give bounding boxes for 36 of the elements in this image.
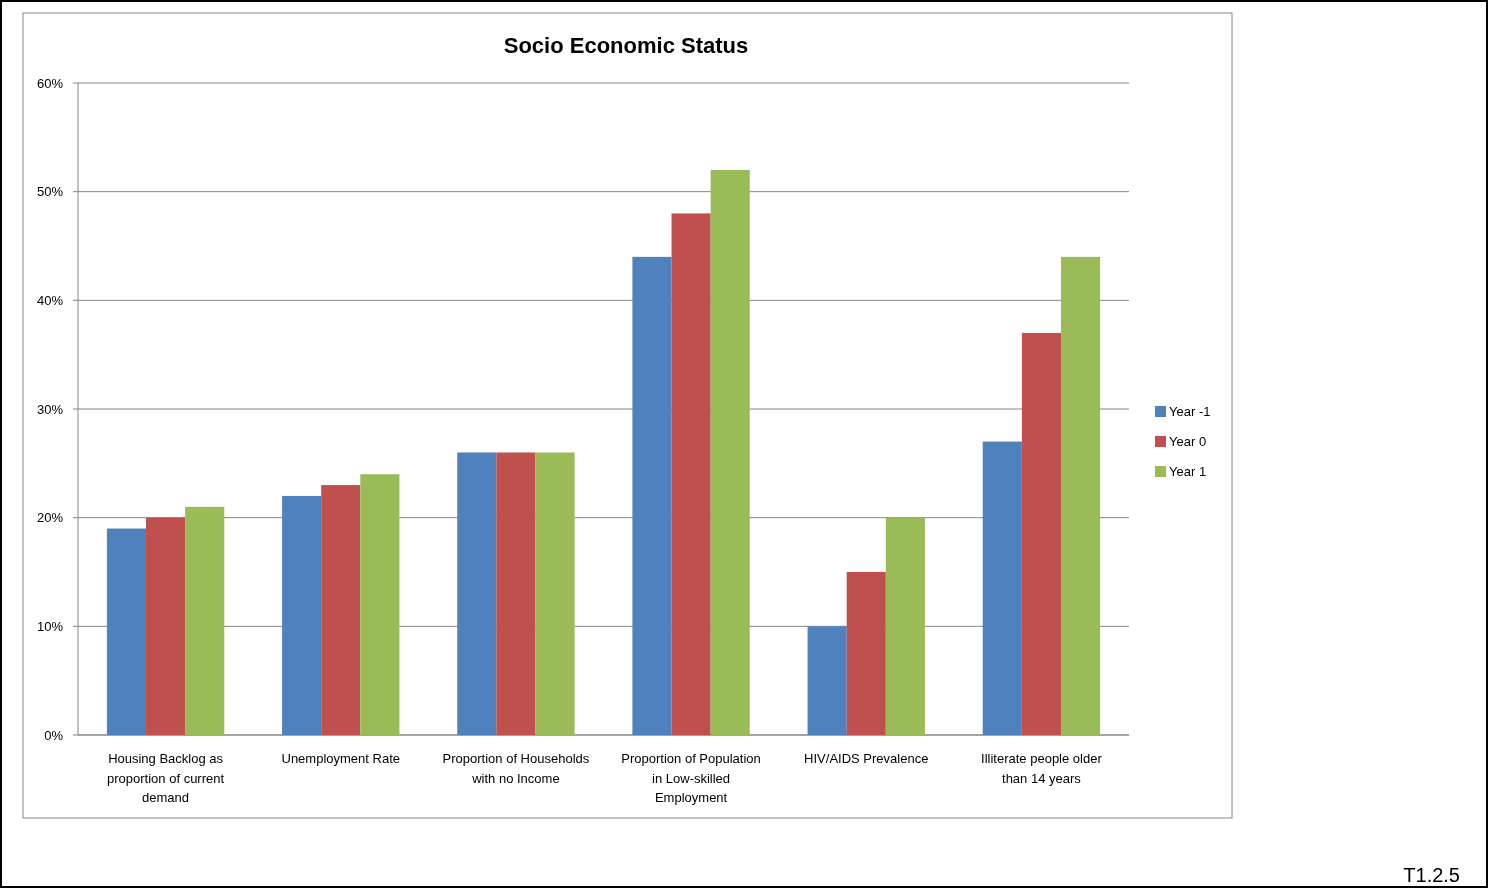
y-tick-label: 20% bbox=[36, 510, 64, 526]
bar bbox=[321, 485, 361, 735]
x-tick-label: Proportion of Households with no Income bbox=[442, 751, 590, 786]
y-tick-label: 0% bbox=[44, 727, 64, 743]
bar bbox=[146, 517, 186, 735]
x-tick-label: Unemployment Rate bbox=[281, 751, 400, 766]
bar bbox=[710, 169, 750, 735]
bar bbox=[106, 528, 147, 735]
bar bbox=[885, 517, 925, 735]
bar bbox=[1021, 332, 1061, 735]
y-tick-label: 10% bbox=[36, 618, 64, 634]
bar bbox=[982, 441, 1022, 735]
x-tick-label: Illiterate people older than 14 years bbox=[981, 751, 1103, 786]
bar bbox=[807, 626, 847, 735]
text: T1.2.5 bbox=[1403, 864, 1460, 886]
bar bbox=[496, 452, 536, 735]
chart-title: Socio Economic Status bbox=[503, 33, 749, 58]
legend-label: Year -1 bbox=[1169, 403, 1211, 419]
y-tick-label: 60% bbox=[36, 75, 64, 91]
legend-label: Year 0 bbox=[1169, 433, 1207, 449]
y-tick-label: 40% bbox=[36, 292, 64, 308]
bar bbox=[360, 474, 400, 735]
x-tick-label: Proportion of Population in Low-skilled Employment bbox=[621, 751, 761, 805]
bar bbox=[1060, 256, 1101, 735]
x-tick-label: HIV/AIDS Prevalence bbox=[804, 751, 929, 766]
y-tick-label: 30% bbox=[36, 401, 64, 417]
bar bbox=[632, 256, 672, 735]
bar bbox=[282, 495, 322, 735]
bar bbox=[846, 572, 886, 735]
y-tick-label: 50% bbox=[36, 184, 64, 200]
bar bbox=[535, 452, 575, 735]
bar bbox=[457, 452, 497, 735]
bar bbox=[185, 506, 225, 735]
x-tick-label: Housing Backlog as proportion of current demand bbox=[107, 751, 225, 805]
legend-label: Year 1 bbox=[1169, 463, 1207, 479]
bar bbox=[671, 213, 711, 735]
